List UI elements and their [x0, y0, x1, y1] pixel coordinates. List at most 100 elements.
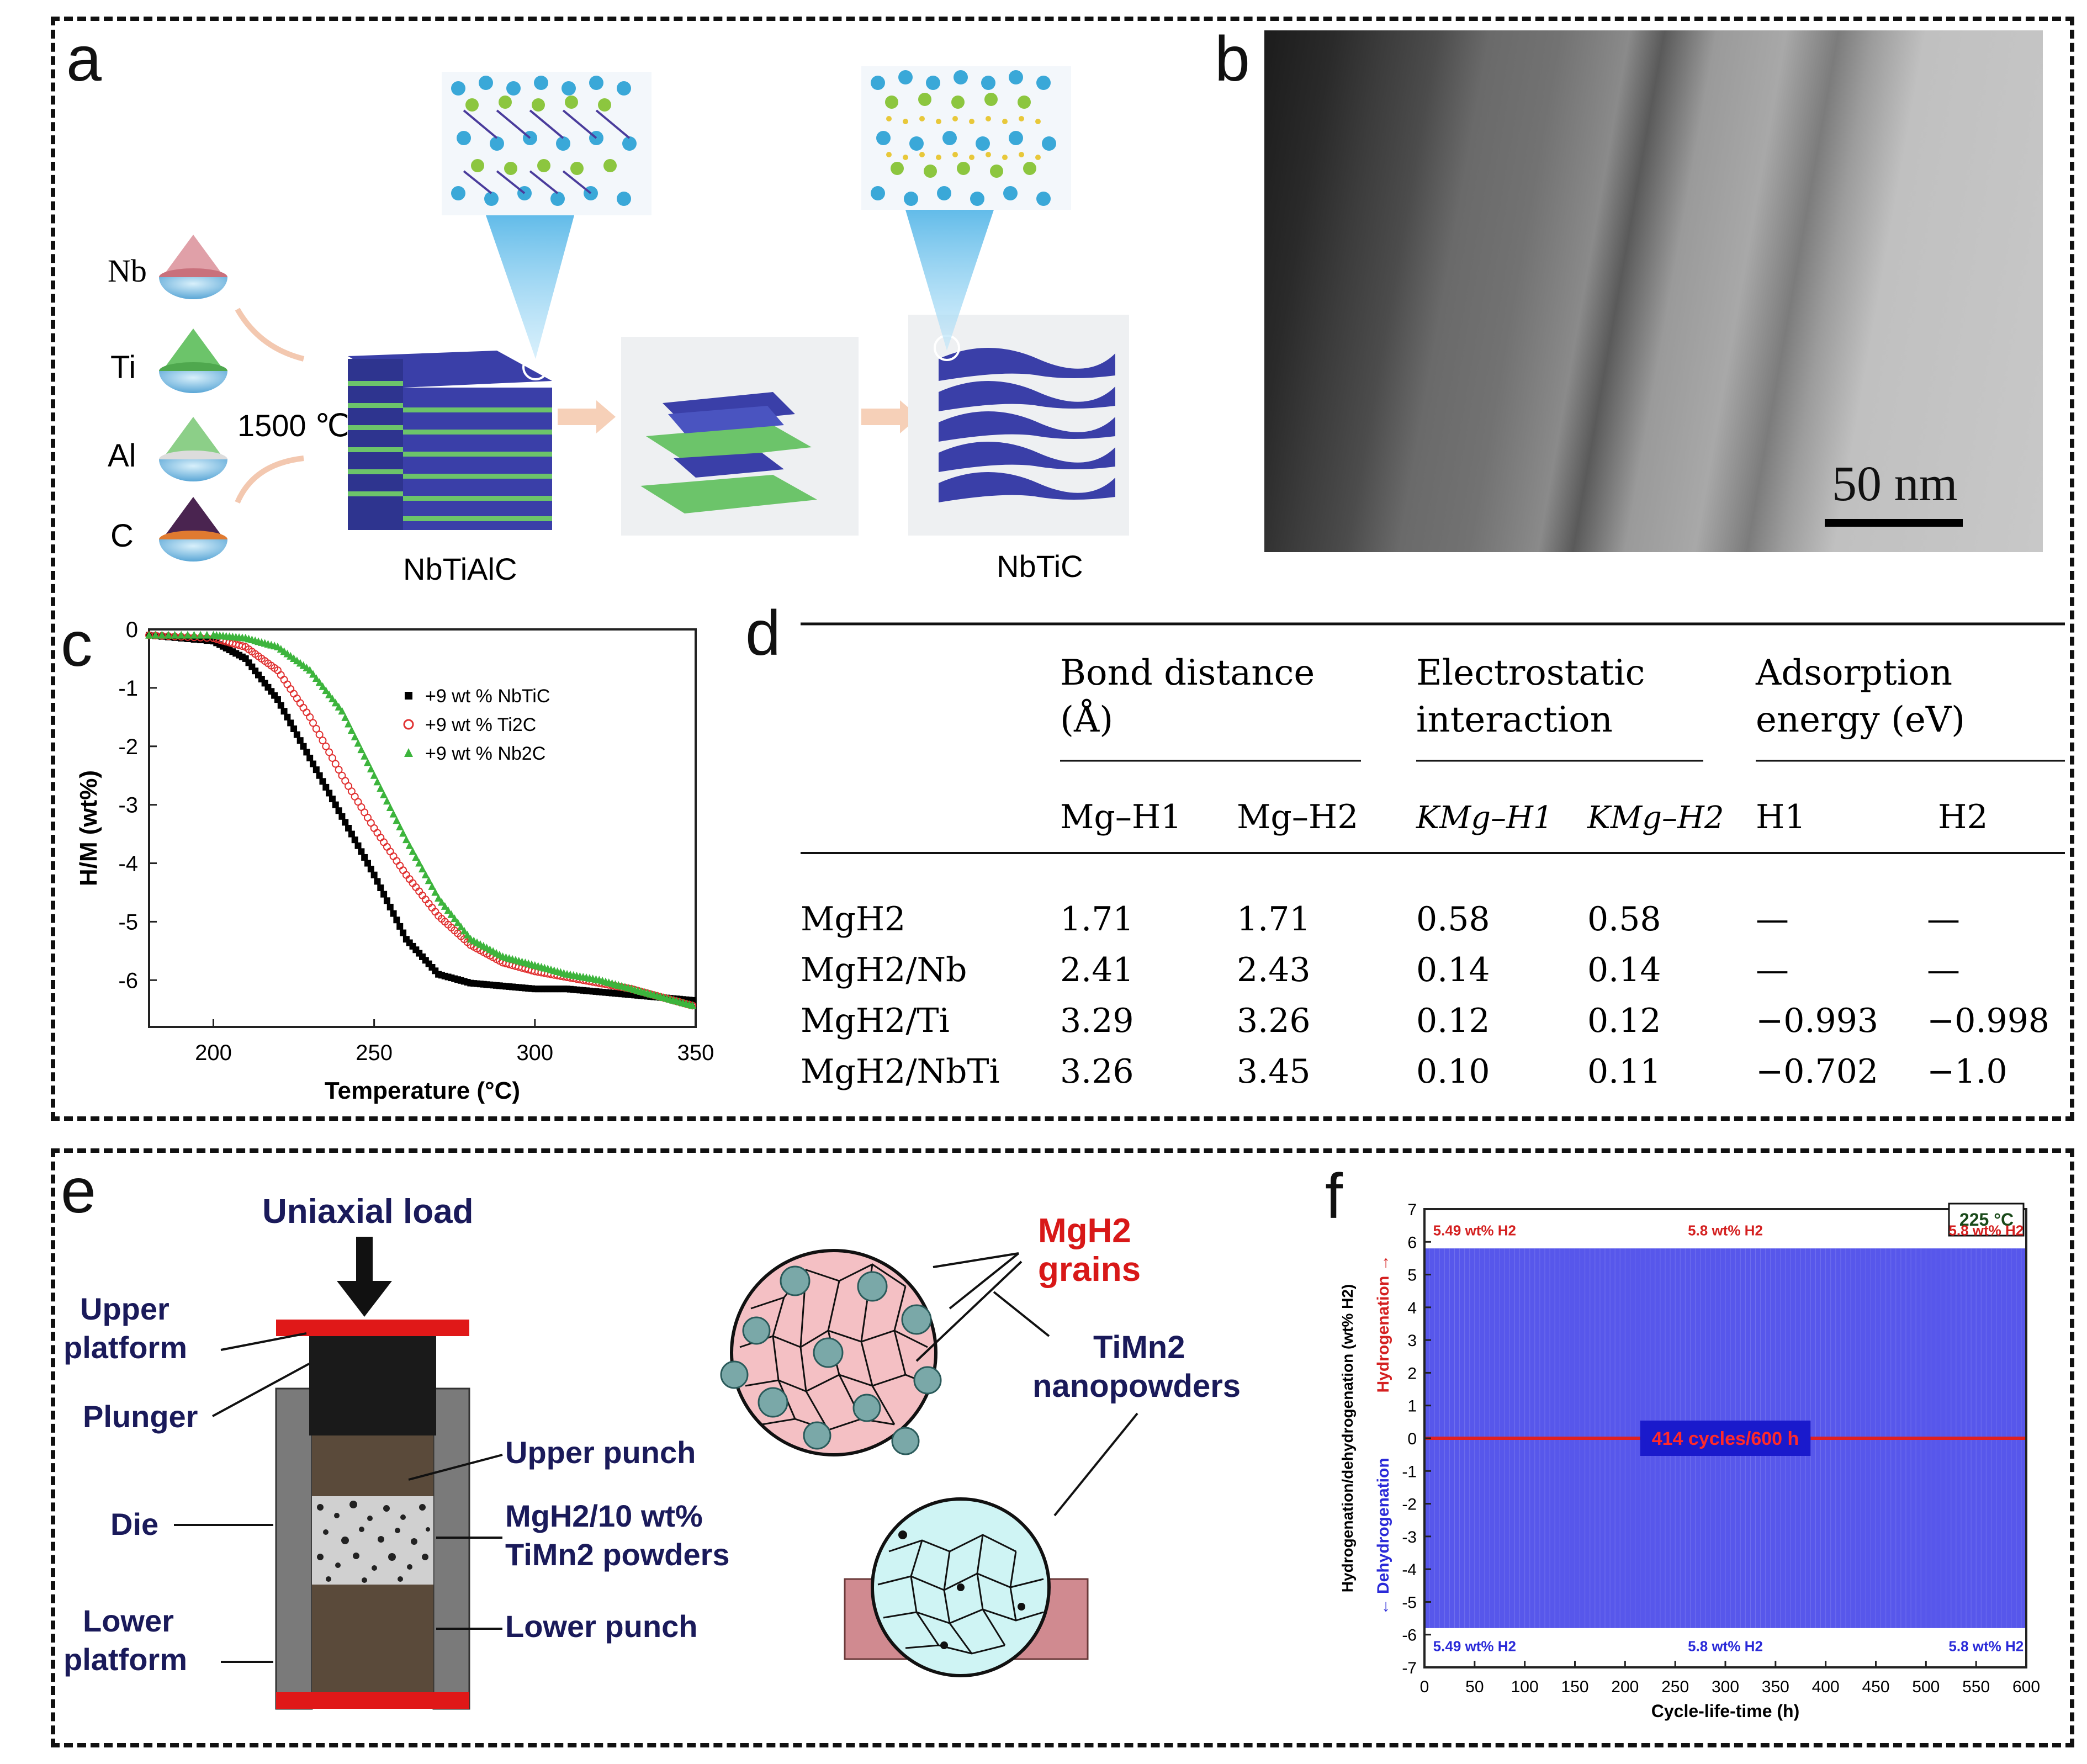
data-point	[425, 876, 433, 884]
cycles-label: 414 cycles/600 h	[1652, 1428, 1799, 1449]
row-name: MgH2/Ti	[801, 1002, 950, 1040]
label-timn2-2: nanopowders	[1032, 1368, 1241, 1404]
data-point	[435, 894, 443, 902]
panel-a-synthesis-diagram: Nb Ti Al C 1500 ℃	[108, 66, 1129, 586]
data-point	[280, 676, 288, 684]
data-point	[277, 671, 285, 679]
x-tick-label: 600	[2012, 1678, 2040, 1696]
table-cell: —	[1756, 900, 1789, 939]
data-point	[405, 841, 414, 849]
data-point	[312, 674, 320, 682]
y-tick-label: -5	[1402, 1593, 1417, 1612]
data-point	[386, 803, 394, 811]
data-point	[396, 822, 404, 830]
data-point	[287, 719, 294, 727]
data-point	[454, 918, 462, 926]
data-point	[287, 685, 295, 693]
label-lower-punch: Lower punch	[505, 1609, 697, 1644]
upper-punch	[312, 1435, 433, 1496]
data-point	[326, 790, 333, 797]
x-tick-label: 200	[195, 1041, 232, 1065]
data-point	[306, 754, 314, 761]
data-point	[457, 922, 465, 930]
y-tick-label: -2	[1402, 1496, 1417, 1514]
legend-marker	[405, 692, 412, 700]
data-point	[386, 903, 394, 910]
data-point	[393, 816, 401, 824]
scale-bar	[1825, 519, 1963, 527]
y-tick-label: -4	[118, 852, 138, 876]
plot-area	[148, 628, 697, 1028]
data-point	[451, 914, 459, 923]
data-point	[377, 884, 384, 891]
x-tick-label: 500	[1912, 1678, 1940, 1696]
data-point	[342, 819, 349, 826]
panel-label-f: f	[1325, 1161, 1343, 1232]
data-point	[361, 751, 369, 760]
data-point	[399, 866, 407, 875]
data-point	[277, 702, 284, 709]
data-point	[328, 754, 336, 762]
x-tick-label: 300	[516, 1041, 553, 1065]
leader-timn2-2	[1053, 1412, 1138, 1517]
data-point	[238, 642, 246, 650]
leader-grains-3	[915, 1260, 1023, 1362]
series-2	[145, 631, 697, 1009]
leader-grains-2	[949, 1252, 1020, 1310]
x-tick-label: 550	[1962, 1678, 1990, 1696]
legend-label: +9 wt % NbTiC	[425, 686, 550, 707]
data-point	[374, 878, 381, 885]
data-point	[309, 670, 317, 678]
exfoliated-sheets	[621, 337, 859, 536]
subheader-mg-h1: Mg–H1	[1060, 798, 1182, 836]
label-lower-platform-1: Lower	[83, 1603, 174, 1638]
powder-texture	[317, 1501, 430, 1583]
data-point	[310, 760, 316, 767]
label-die: Die	[110, 1507, 158, 1541]
legend-label: +9 wt % Ti2C	[425, 714, 536, 735]
y-tick-label: -3	[118, 793, 138, 818]
data-point	[306, 713, 314, 721]
zoom-beam-2	[905, 210, 994, 351]
y-tick-label: 6	[1407, 1233, 1417, 1252]
data-point	[338, 813, 346, 820]
table-cell: 0.14	[1587, 951, 1661, 989]
x-tick-label: 300	[1712, 1678, 1739, 1696]
upper-platform	[276, 1320, 469, 1336]
data-point	[325, 690, 333, 698]
data-point	[383, 897, 390, 904]
y-tick-label: 4	[1407, 1299, 1417, 1317]
top-frame	[51, 17, 2074, 1121]
data-point	[303, 708, 311, 717]
annotation-bottom: 5.49 wt% H2	[1433, 1638, 1516, 1654]
data-point	[345, 825, 352, 831]
leader-plunger	[212, 1363, 310, 1417]
panel-label-a: a	[66, 24, 102, 94]
legend-marker	[403, 719, 414, 730]
bowl-al-icon	[159, 417, 227, 481]
data-point	[197, 631, 205, 639]
y-tick-label: -2	[118, 735, 138, 759]
data-point	[164, 631, 172, 639]
lower-punch	[312, 1585, 433, 1692]
data-point	[335, 807, 342, 814]
panel-label-d: d	[745, 598, 781, 669]
panel-c-chart: 200 250 300 350 0 -1 -2 -3 -4 -5 -6 Temperature (°C…	[75, 618, 714, 1104]
label-nbtic: NbTiC	[997, 549, 1083, 584]
table-cell: −0.998	[1927, 1002, 2049, 1040]
temperature-box: 225 °C	[1948, 1203, 2025, 1237]
data-point	[290, 690, 298, 698]
data-point	[373, 777, 382, 786]
data-point	[335, 702, 343, 711]
data-point	[419, 865, 426, 873]
data-point	[171, 631, 179, 639]
y-tick-label: -7	[1402, 1659, 1417, 1677]
y-tick-label: 0	[126, 618, 138, 642]
data-point	[328, 695, 336, 702]
y-tick-label: 0	[1407, 1430, 1417, 1448]
panel-d-table: Bond distance (Å) Electrostatic interact…	[801, 622, 2065, 1091]
y-tick-label: -1	[1402, 1463, 1417, 1481]
data-point	[354, 842, 362, 849]
data-point	[415, 859, 423, 867]
leader-timn2-1	[993, 1291, 1050, 1337]
